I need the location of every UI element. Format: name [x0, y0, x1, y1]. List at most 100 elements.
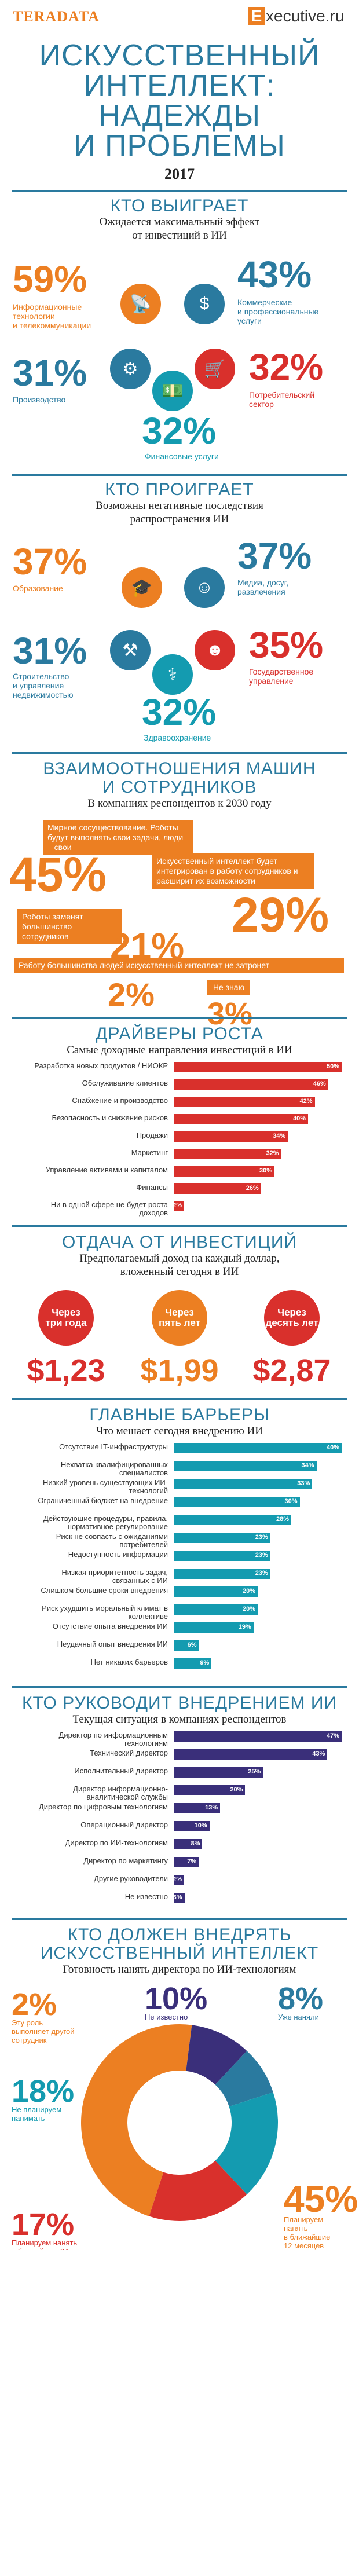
return-value: $2,87	[252, 1353, 331, 1388]
title-line-4: И ПРОБЛЕМЫ	[74, 129, 285, 163]
mask-icon: ☺	[184, 567, 225, 608]
stat-label: Информационные технологии и телекоммуник…	[13, 302, 91, 330]
drivers-section: ДРАЙВЕРЫ РОСТА Самые доходные направлени…	[0, 1025, 359, 1222]
bar: 3%	[173, 1893, 185, 1903]
bar-label: Слишком большие сроки внедрения	[41, 1586, 168, 1595]
section-title: КТО ВЫИГРАЕТ	[110, 196, 249, 215]
antenna-icon: 📡	[120, 284, 161, 324]
bar-value: 20%	[230, 1786, 243, 1793]
bar: 32%	[174, 1149, 281, 1159]
stat-label: Потребительский сектор	[249, 390, 314, 409]
bar-row: Не известно 3%	[0, 1893, 359, 1906]
section-subtitle: вложенный сегодня в ИИ	[120, 1266, 239, 1278]
pie-slice	[186, 2025, 247, 2085]
relation-box: Роботы заменят большинство сотрудников	[17, 909, 122, 944]
pie-category-label: Не известно	[145, 2013, 188, 2021]
bar-value: 25%	[248, 1768, 261, 1775]
section-title: ВЗАИМООТНОШЕНИЯ МАШИН	[43, 759, 316, 778]
bar-row: Неудачный опыт внедрения ИИ 6%	[0, 1640, 359, 1653]
executive-logo-mark: E	[248, 7, 265, 25]
bar-value: 9%	[200, 1659, 210, 1666]
bar: 19%	[174, 1622, 254, 1633]
bar-row: Технический директор 43%	[0, 1749, 359, 1762]
bar-value: 40%	[292, 1115, 306, 1122]
crane-icon: ⚒	[110, 630, 151, 670]
stat-label: Производство	[13, 395, 66, 404]
bar: 47%	[174, 1731, 342, 1742]
bar: 40%	[174, 1114, 308, 1124]
relation-box: Работу большинства людей искусственный и…	[14, 958, 344, 973]
leaders-section: КТО РУКОВОДИТ ВНЕДРЕНИЕМ ИИ Текущая ситу…	[0, 1694, 359, 1920]
stat-value: 35%	[249, 624, 324, 666]
bar-value: 43%	[312, 1750, 325, 1757]
bar-value: 8%	[191, 1840, 200, 1847]
bar: 46%	[174, 1079, 328, 1090]
pie-category-label: Не планируем нанимать	[12, 2105, 61, 2123]
bar-label: Недоступность информации	[68, 1550, 168, 1559]
divider	[12, 1225, 347, 1227]
title-line-3: НАДЕЖДЫ	[98, 99, 261, 133]
bar: 20%	[174, 1586, 258, 1597]
dollar-gear-icon: $	[184, 284, 225, 324]
bar-label: Не известно	[124, 1892, 168, 1901]
bar-value: 20%	[242, 1588, 255, 1595]
divider	[12, 1686, 347, 1688]
stat-label-line: недвижимостью	[13, 690, 74, 699]
section-subtitle: Самые доходные направления инвестиций в …	[67, 1044, 292, 1056]
stat-label-line: сектор	[249, 400, 274, 409]
bar-row: Отсутствие IT-инфраструктуры 40%	[0, 1443, 359, 1456]
section-title: КТО ПРОИГРАЕТ	[105, 480, 254, 499]
teradata-logo: Teradata	[13, 8, 100, 25]
page-title: ИСКУССТВЕННЫЙ ИНТЕЛЛЕКТ: НАДЕЖДЫ И ПРОБЛ…	[0, 41, 359, 183]
bar: 30%	[174, 1497, 300, 1507]
bar-row: Нет никаких барьеров 9%	[0, 1658, 359, 1671]
bar-label: Безопасность и снижение рисков	[52, 1113, 168, 1122]
pie-slice	[215, 2092, 278, 2194]
bar: 23%	[174, 1533, 270, 1543]
factory-icon: ⚙	[110, 349, 151, 389]
coin-3-years: Через три года	[38, 1290, 94, 1346]
bar-value: 30%	[259, 1167, 272, 1174]
bar-row: Продажи 34%	[0, 1131, 359, 1144]
coin-label: Через три года	[45, 1307, 86, 1328]
bar-label: Обслуживание клиентов	[82, 1079, 168, 1087]
bar-row: Обслуживание клиентов 46%	[0, 1079, 359, 1092]
coin-10-years: Через десять лет	[264, 1290, 320, 1346]
bar: 33%	[174, 1479, 313, 1489]
bar: 28%	[174, 1515, 291, 1525]
stat-label-line: услуги	[237, 316, 262, 325]
divider	[12, 1918, 347, 1920]
coin-label-line: Через	[277, 1307, 306, 1318]
stat-label-line: Информационные	[13, 302, 82, 312]
pie-value: 45%	[284, 2178, 358, 2220]
coin-label: Через пять лет	[159, 1307, 200, 1328]
pie-slice	[179, 2024, 192, 2071]
coin-label: Через десять лет	[265, 1307, 318, 1328]
bar-label: Неудачный опыт внедрения ИИ	[57, 1640, 168, 1648]
stat-label-line: Потребительский	[249, 390, 315, 400]
stat-label-line: Медиа, досуг,	[237, 578, 289, 587]
bar-value: 47%	[326, 1732, 339, 1739]
section-title: ОТДАЧА ОТ ИНВЕСТИЦИЙ	[61, 1233, 298, 1252]
bar-row: Управление активами и капиталом 30%	[0, 1166, 359, 1179]
bar-row: Директор по цифровым технологиям 13%	[0, 1803, 359, 1816]
bar: 8%	[174, 1839, 203, 1849]
bar: 40%	[174, 1443, 342, 1453]
return-value: $1,99	[140, 1353, 219, 1388]
bar-label: Отсутствие IT-инфраструктуры	[59, 1442, 168, 1451]
bar-value: 23%	[255, 1570, 268, 1577]
bar-row: Директор по информационным технологиям 47…	[0, 1731, 359, 1747]
divider	[12, 1398, 347, 1400]
bar-label: Директор по информационным технологиям	[58, 1731, 168, 1747]
bar-label: Директор по маркетингу	[83, 1856, 168, 1865]
section-subtitle: Возможны негативные последствия	[96, 500, 263, 512]
bar-label: Директор по цифровым технологиям	[38, 1802, 168, 1811]
stat-value: 32%	[142, 410, 217, 452]
barriers-chart: Отсутствие IT-инфраструктуры 40% Нехватка …	[0, 1443, 359, 1686]
bar-value: 2%	[173, 1202, 182, 1209]
stat-label: Строительство и управление недвижимостью	[13, 672, 73, 699]
people-icon: ☻	[195, 630, 235, 670]
bar-value: 2%	[173, 1876, 182, 1883]
bar-row: Разработка новых продуктов / НИОКР 50%	[0, 1062, 359, 1075]
